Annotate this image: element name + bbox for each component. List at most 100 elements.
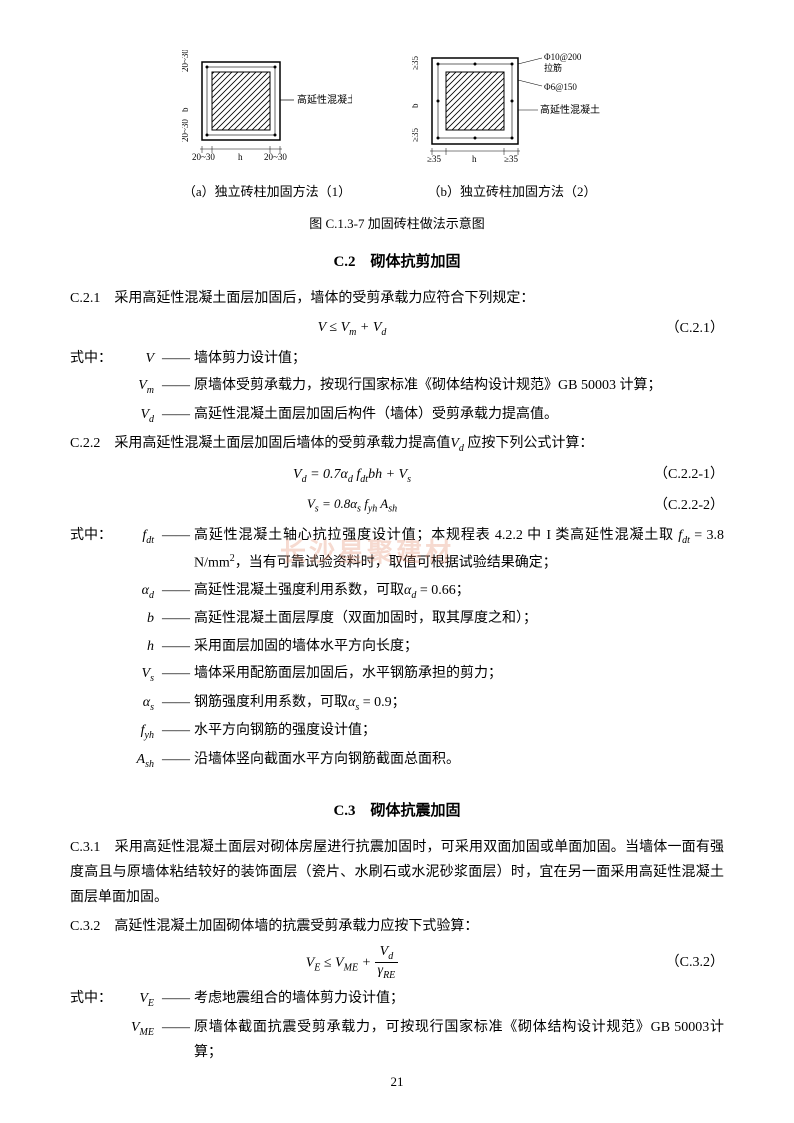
label-concrete-a: 高延性混凝土 bbox=[297, 93, 352, 106]
formula-c22-1: Vd = 0.7αd fdtbh + Vs （C.2.2-1） bbox=[70, 462, 724, 489]
c3f-5: + bbox=[358, 955, 374, 970]
c3-p2: C.3.2 高延性混凝土加固砌体墙的抗震受剪承载力应按下式验算： bbox=[70, 914, 724, 939]
w5-sym: α bbox=[142, 583, 149, 598]
dash-2: —— bbox=[158, 373, 194, 400]
c3w2-sym: V bbox=[131, 1020, 140, 1035]
w1-sym: V bbox=[120, 346, 158, 371]
c2-title: C.2 砌体抗剪加固 bbox=[70, 249, 724, 276]
w3-desc: 高延性混凝土面层加固后构件（墙体）受剪承载力提高值。 bbox=[194, 402, 724, 429]
dim-a-b2: 20~30 bbox=[264, 152, 287, 162]
f2b-num: （C.2.2-2） bbox=[634, 493, 724, 518]
w3-sym: V bbox=[140, 407, 149, 422]
label-b-1b: 拉筋 bbox=[544, 62, 562, 73]
diagram-b-svg: Φ10@200 拉筋 Φ6@150 高延性混凝土 ≥35 b ≥35 ≥35 h… bbox=[412, 50, 612, 174]
c2-p1: C.2.1 采用高延性混凝土面层加固后，墙体的受剪承载力应符合下列规定： bbox=[70, 286, 724, 311]
c3-title: C.3 砌体抗震加固 bbox=[70, 798, 724, 825]
w1-desc: 墙体剪力设计值； bbox=[194, 346, 724, 371]
c3-where1: 式中： VE —— 考虑地震组合的墙体剪力设计值； bbox=[70, 986, 724, 1013]
c3f-num: （C.3.2） bbox=[634, 950, 724, 975]
dim-b-b: b bbox=[412, 103, 420, 108]
c2-where6: b —— 高延性混凝土面层厚度（双面加固时，取其厚度之和）； bbox=[70, 606, 724, 631]
dash-8: —— bbox=[158, 661, 194, 688]
caption-a: （a）独立砖柱加固方法（1） bbox=[183, 180, 351, 203]
c3f-9: RE bbox=[383, 970, 395, 981]
dash-11: —— bbox=[158, 747, 194, 774]
c2-where7: h —— 采用面层加固的墙体水平方向长度； bbox=[70, 634, 724, 659]
dash-10: —— bbox=[158, 718, 194, 745]
label-b-2: Φ6@150 bbox=[544, 82, 577, 92]
dash-1: —— bbox=[158, 346, 194, 371]
dim-a-b1: 20~30 bbox=[192, 152, 215, 162]
p2-a: C.2.2 采用高延性混凝土面层加固后墙体的受剪承载力提高值 bbox=[70, 436, 450, 451]
w2-sym: V bbox=[138, 378, 147, 393]
w6-desc: 高延性混凝土面层厚度（双面加固时，取其厚度之和）； bbox=[194, 606, 724, 631]
w10-sub: yh bbox=[145, 730, 154, 741]
c3f-7: d bbox=[388, 950, 393, 961]
formula-c22-2: Vs = 0.8αs fyh Ash （C.2.2-2） bbox=[70, 492, 724, 519]
dash-c3-2: —— bbox=[158, 1015, 194, 1065]
w4-bs: dt bbox=[682, 535, 690, 546]
diagram-b: Φ10@200 拉筋 Φ6@150 高延性混凝土 ≥35 b ≥35 ≥35 h… bbox=[412, 50, 612, 204]
label-b-1: Φ10@200 bbox=[544, 52, 582, 62]
dim-a-l1: 20~30 bbox=[182, 50, 190, 72]
w8-desc: 墙体采用配筋面层加固后，水平钢筋承担的剪力； bbox=[194, 661, 724, 688]
c2-where5: αd —— 高延性混凝土强度利用系数，可取αd = 0.66； bbox=[70, 578, 724, 605]
f2a-1: V bbox=[293, 467, 302, 482]
c3f-3: ≤ V bbox=[320, 955, 343, 970]
f2b-1: V bbox=[307, 496, 315, 511]
c3w1-desc: 考虑地震组合的墙体剪力设计值； bbox=[194, 986, 724, 1013]
dim-b-l2: ≥35 bbox=[412, 128, 420, 142]
w9-a: 钢筋强度利用系数，可取 bbox=[194, 695, 348, 710]
label-concrete-b: 高延性混凝土 bbox=[540, 103, 600, 116]
f2a-7: bh + V bbox=[368, 467, 407, 482]
dash-3: —— bbox=[158, 402, 194, 429]
w6-sym: b bbox=[120, 606, 158, 631]
c3f-4: ME bbox=[344, 962, 358, 973]
w8-sym: V bbox=[142, 666, 151, 681]
dash-9: —— bbox=[158, 690, 194, 717]
w4-sub: dt bbox=[146, 535, 154, 546]
c3f-6: V bbox=[380, 944, 389, 959]
c3w2-sub: ME bbox=[140, 1027, 154, 1038]
w9-sub: s bbox=[150, 701, 154, 712]
dash-7: —— bbox=[158, 634, 194, 659]
f1-s2: d bbox=[381, 327, 386, 338]
c3w1-sym: V bbox=[139, 991, 148, 1006]
w11-sub: sh bbox=[145, 759, 154, 770]
w10-desc: 水平方向钢筋的强度设计值； bbox=[194, 718, 724, 745]
c3w2-desc: 原墙体截面抗震受剪承载力，可按现行国家标准《砌体结构设计规范》GB 50003计… bbox=[194, 1015, 724, 1065]
w9-desc: 钢筋强度利用系数，可取αs = 0.9； bbox=[194, 690, 724, 717]
c2-where2: Vm —— 原墙体受剪承载力，按现行国家标准《砌体结构设计规范》GB 50003… bbox=[70, 373, 724, 400]
f1-num: （C.2.1） bbox=[634, 316, 724, 341]
w8-sub: s bbox=[150, 673, 154, 684]
c3w1-sub: E bbox=[148, 998, 154, 1009]
where-prefix-3: 式中： bbox=[70, 986, 120, 1013]
page-number: 21 bbox=[0, 1070, 794, 1093]
w7-desc: 采用面层加固的墙体水平方向长度； bbox=[194, 634, 724, 659]
f1-p: + V bbox=[356, 320, 381, 335]
c2-where11: Ash —— 沿墙体竖向截面水平方向钢筋截面总面积。 bbox=[70, 747, 724, 774]
c2-where8: Vs —— 墙体采用配筋面层加固后，水平钢筋承担的剪力； bbox=[70, 661, 724, 688]
w2-sub: m bbox=[147, 385, 154, 396]
c2-where1: 式中： V —— 墙体剪力设计值； bbox=[70, 346, 724, 371]
f2b-7: A bbox=[377, 496, 388, 511]
f2a-8: s bbox=[407, 473, 411, 484]
w5-sub: d bbox=[149, 589, 154, 600]
c3-frac: VdγRE bbox=[375, 944, 399, 983]
dim-a-h: h bbox=[238, 152, 243, 162]
w4-d: ，当有可靠试验资料时，取值可根据试验结果确定； bbox=[235, 555, 557, 570]
dash-4: —— bbox=[158, 523, 194, 576]
w3-sub: d bbox=[149, 414, 154, 425]
w2-desc: 原墙体受剪承载力，按现行国家标准《砌体结构设计规范》GB 50003 计算； bbox=[194, 373, 724, 400]
p2-b: 应按下列公式计算： bbox=[464, 436, 594, 451]
c3-p1: C.3.1 采用高延性混凝土面层对砌体房屋进行抗震加固时，可采用双面加固或单面加… bbox=[70, 835, 724, 911]
dash-6: —— bbox=[158, 606, 194, 631]
dash-5: —— bbox=[158, 578, 194, 605]
w5-desc: 高延性混凝土强度利用系数，可取αd = 0.66； bbox=[194, 578, 724, 605]
w5-a: 高延性混凝土强度利用系数，可取 bbox=[194, 583, 404, 598]
dim-b-b2: ≥35 bbox=[504, 154, 518, 164]
dim-b-b1: ≥35 bbox=[427, 154, 441, 164]
diagram-a-svg: 高延性混凝土 20~30 b 20~30 20~30 h 20~30 bbox=[182, 50, 352, 174]
caption-b: （b）独立砖柱加固方法（2） bbox=[427, 180, 596, 203]
w5-c: = 0.66； bbox=[416, 583, 469, 598]
